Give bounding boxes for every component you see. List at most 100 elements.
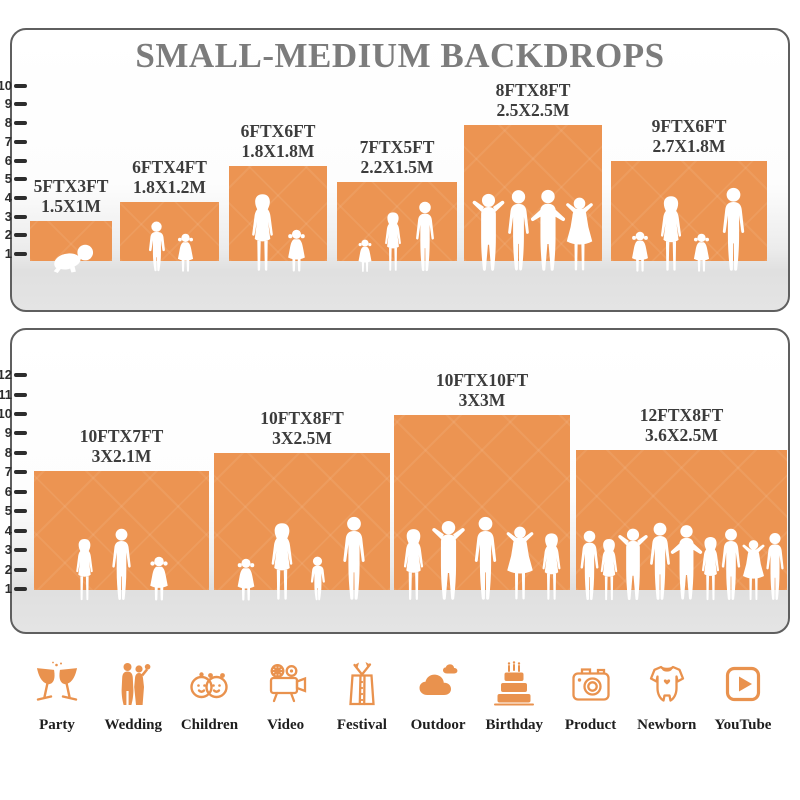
ruler-tick-mark [14,450,27,455]
backdrop-size-label: 6FTX4FT 1.8X1.2M [132,157,207,197]
ruler-number: 6 [4,152,12,168]
woman-silhouette [539,532,564,602]
ruler-tick-mark [14,373,27,378]
ruler-tick-2: 2 [0,561,27,577]
category-label: YouTube [714,717,772,733]
ruler-tick-10: 10 [0,77,27,93]
people-silhouettes [629,187,749,273]
ruler-number: 10 [0,77,12,93]
man-silhouette [108,528,135,602]
ruler-number: 3 [4,542,12,558]
ruler-tick-mark [14,158,27,163]
ruler-tick-mark [14,587,27,591]
size-feet: 7FTX5FT [359,137,435,157]
size-feet: 10FTX10FT [435,370,529,390]
ruler-number: 5 [4,171,12,187]
ruler-tick-mark [14,214,27,219]
category-label: Outdoor [410,717,466,733]
newborn-icon [643,660,691,708]
ruler-tick-7: 7 [0,465,27,479]
backdrop-rect [214,453,390,590]
category-label: Newborn [637,717,697,733]
category-label: Party [39,717,75,733]
ruler-tick-1: 1 [0,247,27,261]
ruler-number: 7 [4,133,12,149]
size-meters: 3X2.1M [91,446,152,466]
category-item-youtube: YouTube [708,660,778,734]
size-meters: 2.2X1.5M [360,157,434,177]
size-meters: 3X3M [458,390,506,410]
size-meters: 2.7X1.8M [652,136,726,156]
ruler-tick-mark [14,102,27,107]
ruler-tick-3: 3 [0,543,27,557]
category-item-children: Children [174,660,244,734]
ruler-number: 2 [4,561,12,577]
backdrop-rect [120,202,219,261]
category-item-festival: Festival [327,660,397,734]
ruler-tick-mark [14,431,27,436]
ruler-tick-mark [14,83,27,88]
people-silhouettes [470,189,597,273]
birthday-icon [490,660,538,708]
manhips-silhouette [530,189,567,273]
category-item-newborn: Newborn [632,660,702,734]
boy-silhouette [144,221,169,273]
boy-silhouette [307,556,329,602]
backdrop-size-label: 10FTX8FT 3X2.5M [260,408,344,448]
ruler-tick-mark [14,489,27,494]
people-silhouettes [235,516,370,602]
ruler-tick-12: 12 [0,368,27,382]
ruler-number: 2 [4,227,12,243]
manhh-silhouette [470,191,508,273]
man-silhouette [470,516,501,602]
ruler-number: 4 [4,189,12,205]
woman-silhouette [382,211,404,273]
woman-silhouette [400,528,427,602]
category-label: Festival [336,717,387,733]
backdrop-size-label: 12FTX8FT 3.6X2.5M [640,405,724,445]
size-feet: 6FTX6FT [240,121,316,141]
people-silhouettes [576,522,787,602]
ruler-tick-mark [14,139,27,144]
ruler-tick-7: 7 [0,133,27,149]
category-item-birthday: Birthday [479,660,549,734]
category-label: Video [267,717,305,733]
people-silhouettes [356,201,438,273]
ruler-tick-5: 5 [0,172,27,186]
ruler-tick-6: 6 [0,152,27,168]
outdoor-icon [414,660,462,708]
woman-silhouette [657,195,685,273]
womanhh-silhouette [563,195,597,273]
ruler-tick-4: 4 [0,523,27,538]
ruler-number: 5 [4,503,12,519]
youtube-icon [719,660,767,708]
category-item-product: Product [556,660,626,734]
ruler-tick-11: 11 [0,386,27,402]
ruler-tick-3: 3 [0,209,27,224]
woman-silhouette [248,193,277,273]
people-silhouettes [248,193,308,273]
size-feet: 5FTX3FT [33,176,109,196]
size-meters: 1.8X1.2M [133,177,206,197]
ruler-tick-mark [14,233,27,238]
ruler-number: 7 [4,464,12,480]
size-feet: 10FTX7FT [79,426,164,446]
ruler-tick-mark [14,392,27,397]
backdrop-rect [229,166,327,261]
category-item-party: Party [22,660,92,734]
size-feet: 12FTX8FT [639,405,724,425]
size-meters: 3X2.5M [272,428,332,448]
ruler-number: 6 [4,483,12,499]
people-silhouettes [73,528,171,602]
man-silhouette [762,532,787,602]
backdrop-size-label: 10FTX10FT 3X3M [436,370,528,410]
ruler-tick-mark [14,528,27,533]
ruler-tick-8: 8 [0,444,27,460]
ruler-tick-mark [14,411,27,416]
ruler-number: 11 [0,386,12,402]
size-meters: 1.5X1M [41,196,101,216]
size-meters: 2.5X2.5M [496,100,570,120]
backdrop-size-label: 6FTX6FT 1.8X1.8M [241,121,316,161]
ruler-tick-mark [14,177,27,182]
ruler-number: 8 [4,444,12,460]
